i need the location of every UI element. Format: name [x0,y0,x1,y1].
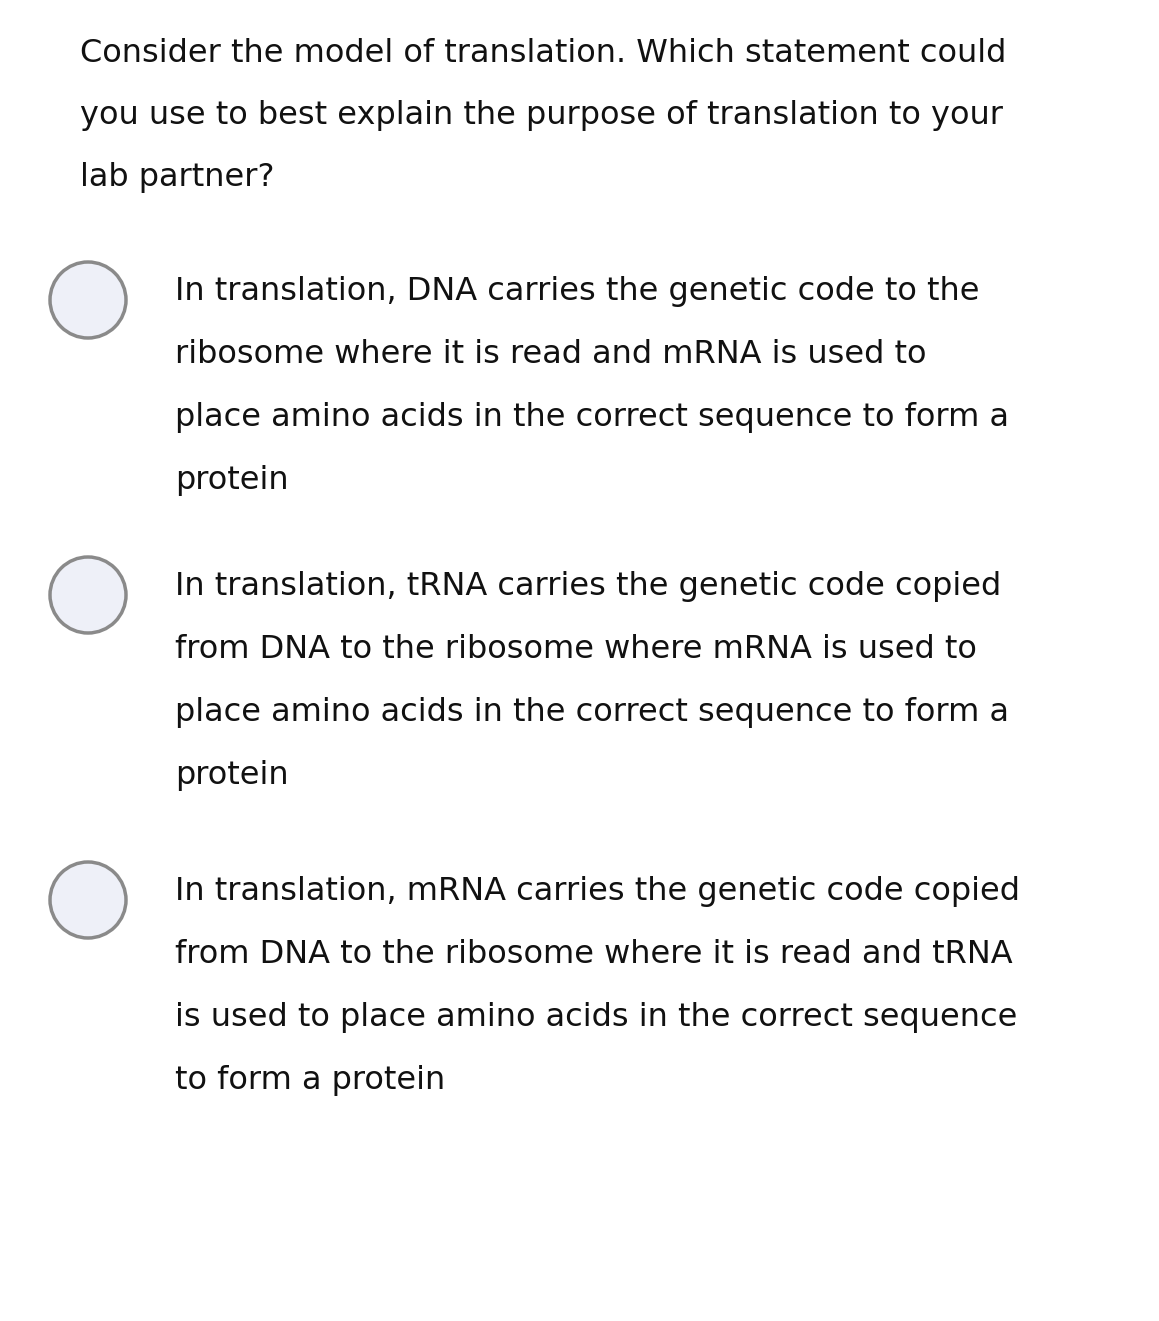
Text: In translation, tRNA carries the genetic code copied: In translation, tRNA carries the genetic… [175,571,1001,602]
Circle shape [50,262,126,338]
Text: protein: protein [175,760,289,791]
Text: is used to place amino acids in the correct sequence: is used to place amino acids in the corr… [175,1003,1018,1033]
Text: to form a protein: to form a protein [175,1065,445,1096]
Circle shape [50,863,126,938]
Text: you use to best explain the purpose of translation to your: you use to best explain the purpose of t… [80,100,1003,131]
Text: In translation, mRNA carries the genetic code copied: In translation, mRNA carries the genetic… [175,876,1020,908]
Text: protein: protein [175,465,289,495]
Text: from DNA to the ribosome where it is read and tRNA: from DNA to the ribosome where it is rea… [175,939,1013,970]
Text: from DNA to the ribosome where mRNA is used to: from DNA to the ribosome where mRNA is u… [175,634,977,664]
Text: In translation, DNA carries the genetic code to the: In translation, DNA carries the genetic … [175,276,979,306]
Text: place amino acids in the correct sequence to form a: place amino acids in the correct sequenc… [175,402,1009,433]
Text: Consider the model of translation. Which statement could: Consider the model of translation. Which… [80,38,1006,69]
Text: ribosome where it is read and mRNA is used to: ribosome where it is read and mRNA is us… [175,339,926,370]
Text: place amino acids in the correct sequence to form a: place amino acids in the correct sequenc… [175,697,1009,728]
Text: lab partner?: lab partner? [80,162,275,193]
Circle shape [50,557,126,633]
